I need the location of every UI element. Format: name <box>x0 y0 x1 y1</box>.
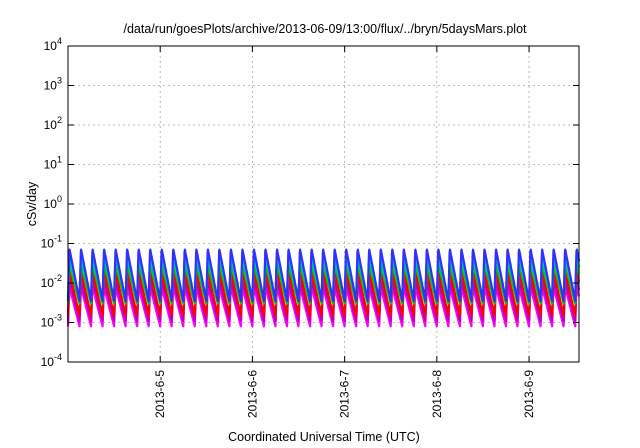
x-tick-label: 2013-6-7 <box>338 370 352 418</box>
y-tick-label: 103 <box>44 76 62 93</box>
x-axis-label: Coordinated Universal Time (UTC) <box>228 430 420 444</box>
y-tick-label: 10-1 <box>41 234 62 251</box>
x-axis: 2013-6-5 2013-6-6 2013-6-7 2013-6-8 2013-6-9 <box>153 46 536 418</box>
x-tick-label: 2013-6-6 <box>245 370 259 418</box>
series-group <box>66 248 581 328</box>
y-axis-label: cSv/day <box>25 181 39 226</box>
x-tick-label: 2013-6-9 <box>522 370 536 418</box>
y-tick-label: 10-2 <box>41 273 62 290</box>
y-tick-label: 10-3 <box>41 313 62 330</box>
y-tick-label: 10-4 <box>41 352 62 369</box>
series-line <box>66 248 581 303</box>
chart-title: /data/run/goesPlots/archive/2013-06-09/1… <box>123 22 527 36</box>
y-tick-label: 102 <box>44 115 62 132</box>
x-tick-label: 2013-6-5 <box>153 370 167 418</box>
y-tick-label: 100 <box>44 194 62 211</box>
y-tick-label: 104 <box>44 36 62 53</box>
x-tick-label: 2013-6-8 <box>430 370 444 418</box>
y-tick-label: 101 <box>44 155 62 172</box>
